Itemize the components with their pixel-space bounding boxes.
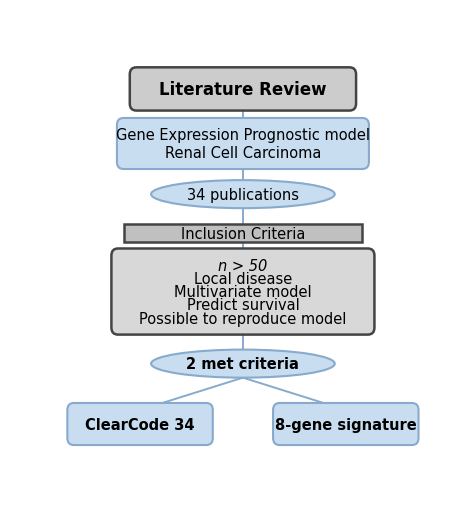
Text: Literature Review: Literature Review (159, 81, 327, 99)
Text: ClearCode 34: ClearCode 34 (85, 417, 195, 432)
Text: Possible to reproduce model: Possible to reproduce model (139, 311, 346, 326)
FancyBboxPatch shape (130, 68, 356, 111)
Text: Local disease: Local disease (194, 271, 292, 286)
Text: Predict survival: Predict survival (187, 298, 299, 313)
Text: Gene Expression Prognostic model
Renal Cell Carcinoma: Gene Expression Prognostic model Renal C… (116, 128, 370, 161)
FancyBboxPatch shape (111, 249, 374, 335)
Text: n > 50: n > 50 (219, 258, 267, 273)
Text: 34 publications: 34 publications (187, 187, 299, 202)
Ellipse shape (151, 350, 335, 378)
Text: Multivariate model: Multivariate model (174, 284, 312, 299)
FancyBboxPatch shape (67, 403, 213, 445)
FancyBboxPatch shape (117, 119, 369, 170)
FancyBboxPatch shape (273, 403, 419, 445)
Text: 2 met criteria: 2 met criteria (186, 357, 300, 371)
FancyBboxPatch shape (124, 224, 362, 243)
Text: 8-gene signature: 8-gene signature (275, 417, 417, 432)
Ellipse shape (151, 181, 335, 209)
Text: Inclusion Criteria: Inclusion Criteria (181, 226, 305, 241)
